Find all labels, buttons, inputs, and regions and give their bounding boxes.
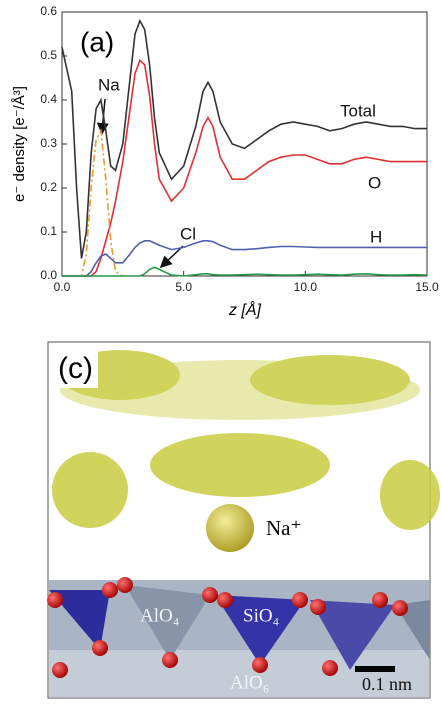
- series-label: O: [368, 173, 381, 192]
- label-box: [52, 346, 98, 388]
- structure-label: AlO₆: [230, 672, 269, 693]
- series-label: Cl: [180, 224, 196, 243]
- arrow: [159, 245, 184, 269]
- series-label: H: [370, 227, 382, 246]
- sodium-ion: [206, 504, 254, 552]
- y-tick-label: 0.4: [40, 92, 57, 106]
- series-line: [61, 18, 427, 259]
- y-tick-label: 0.1: [40, 224, 57, 238]
- ion-label: Na⁺: [266, 516, 302, 540]
- y-tick-label: 0.2: [40, 180, 57, 194]
- panel-label: (a): [80, 26, 114, 57]
- panel-c: Na⁺ AlO₄ SiO₄ AlO₆ 0.1 nm (c): [47, 341, 440, 699]
- y-tick-label: 0.0: [40, 268, 57, 282]
- x-axis-label: z [Å]: [228, 300, 262, 319]
- x-tick-label: 15.0: [415, 280, 439, 294]
- y-axis-label: e⁻ density [e⁻/Å³]: [11, 86, 28, 202]
- scale-label: 0.1 nm: [362, 674, 412, 694]
- structure-label: SiO₄: [243, 605, 279, 626]
- y-tick-label: 0.5: [40, 48, 57, 62]
- y-tick-label: 0.3: [40, 136, 57, 150]
- series-line: [62, 59, 427, 277]
- surface-layer: [49, 650, 429, 697]
- series-line: [76, 128, 124, 277]
- scale-bar: [355, 666, 395, 672]
- polyhedra: [49, 585, 430, 670]
- panel-label: (c): [58, 352, 93, 385]
- x-tick-label: 0.0: [54, 280, 71, 294]
- chart-a: (a) z [Å] e⁻ density [e⁻/Å³] Total O H N…: [11, 4, 439, 319]
- series-label: Total: [340, 101, 376, 120]
- series-line: [62, 266, 428, 277]
- x-tick-label: 10.0: [294, 280, 318, 294]
- structure-label: AlO₄: [140, 605, 179, 626]
- series-line: [62, 240, 427, 277]
- y-tick-label: 0.6: [40, 4, 57, 18]
- x-tick-label: 5.0: [175, 280, 192, 294]
- series-label: Na: [98, 75, 120, 94]
- oxygen-atoms: [47, 577, 408, 678]
